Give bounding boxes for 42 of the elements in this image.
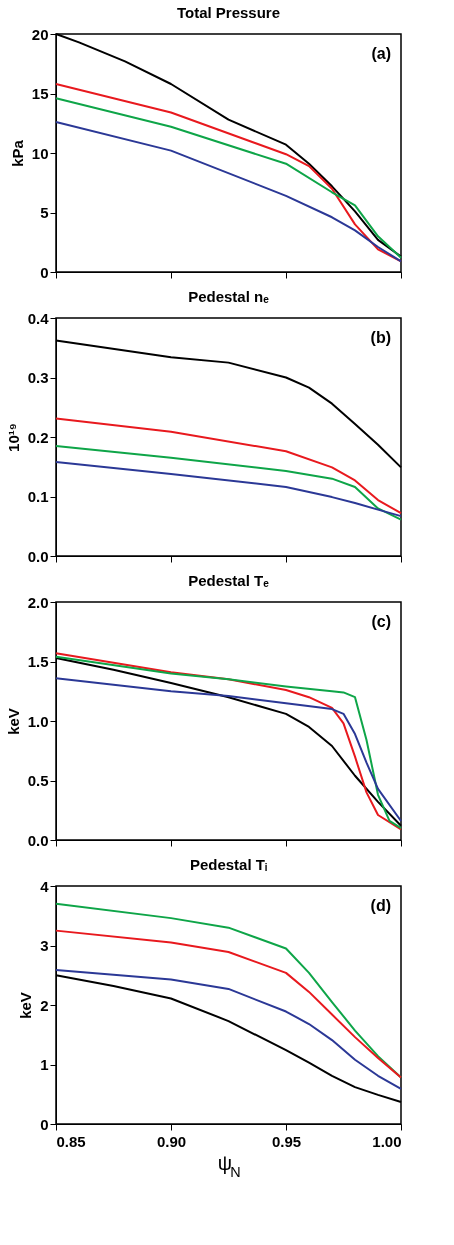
y-tick-label: 0.0 (27, 547, 49, 565)
y-tick-label: 20 (31, 25, 49, 43)
y-tick-label: 0.2 (27, 428, 49, 446)
line-series (55, 677, 402, 822)
y-tick-label: 1 (40, 1056, 49, 1073)
annotation: (a) (371, 45, 391, 62)
y-tick-label: 15 (31, 85, 49, 102)
y-tick-label: 5 (40, 204, 49, 221)
y-tick-label: 2 (40, 996, 49, 1014)
line-series (55, 121, 402, 263)
y-tick-label: 10 (31, 144, 49, 162)
y-axis-title: kPa (8, 139, 26, 167)
y-axis-title: 10¹⁹ (4, 423, 22, 452)
y-tick-label: 0 (40, 1115, 49, 1133)
line-series (55, 444, 402, 521)
annotation: (d) (370, 897, 391, 914)
chart-title: Total Pressure (176, 4, 281, 21)
x-tick-label: 0.85 (56, 1132, 86, 1150)
y-tick-label: 0.1 (27, 488, 49, 505)
x-tick-label: 1.00 (372, 1132, 402, 1150)
annotation: (b) (370, 329, 391, 346)
y-tick-label: 0.3 (27, 369, 49, 386)
y-axis-title: keV (17, 992, 35, 1019)
line-series (55, 417, 402, 515)
y-tick-label: 4 (40, 877, 50, 895)
y-axis-title: keV (4, 708, 22, 735)
y-tick-label: 0.0 (27, 831, 49, 849)
x-tick-label: 0.90 (156, 1132, 187, 1150)
line-series (55, 460, 402, 518)
chart-title: Pedestal Tᵢ (189, 856, 268, 873)
x-tick-label: 0.95 (271, 1132, 302, 1150)
y-tick-label: 2.0 (27, 593, 49, 611)
y-tick-label: 1.5 (27, 653, 49, 670)
line-series (55, 929, 402, 1079)
y-tick-label: 3 (40, 937, 49, 954)
y-tick-label: 0 (40, 263, 49, 281)
y-tick-label: 1.0 (27, 712, 49, 730)
y-tick-label: 0.5 (27, 772, 49, 789)
chart-title: Pedestal nₑ (188, 288, 270, 305)
annotation: (c) (371, 613, 391, 630)
y-tick-label: 0.4 (27, 309, 50, 327)
chart-title: Pedestal Tₑ (188, 572, 270, 589)
